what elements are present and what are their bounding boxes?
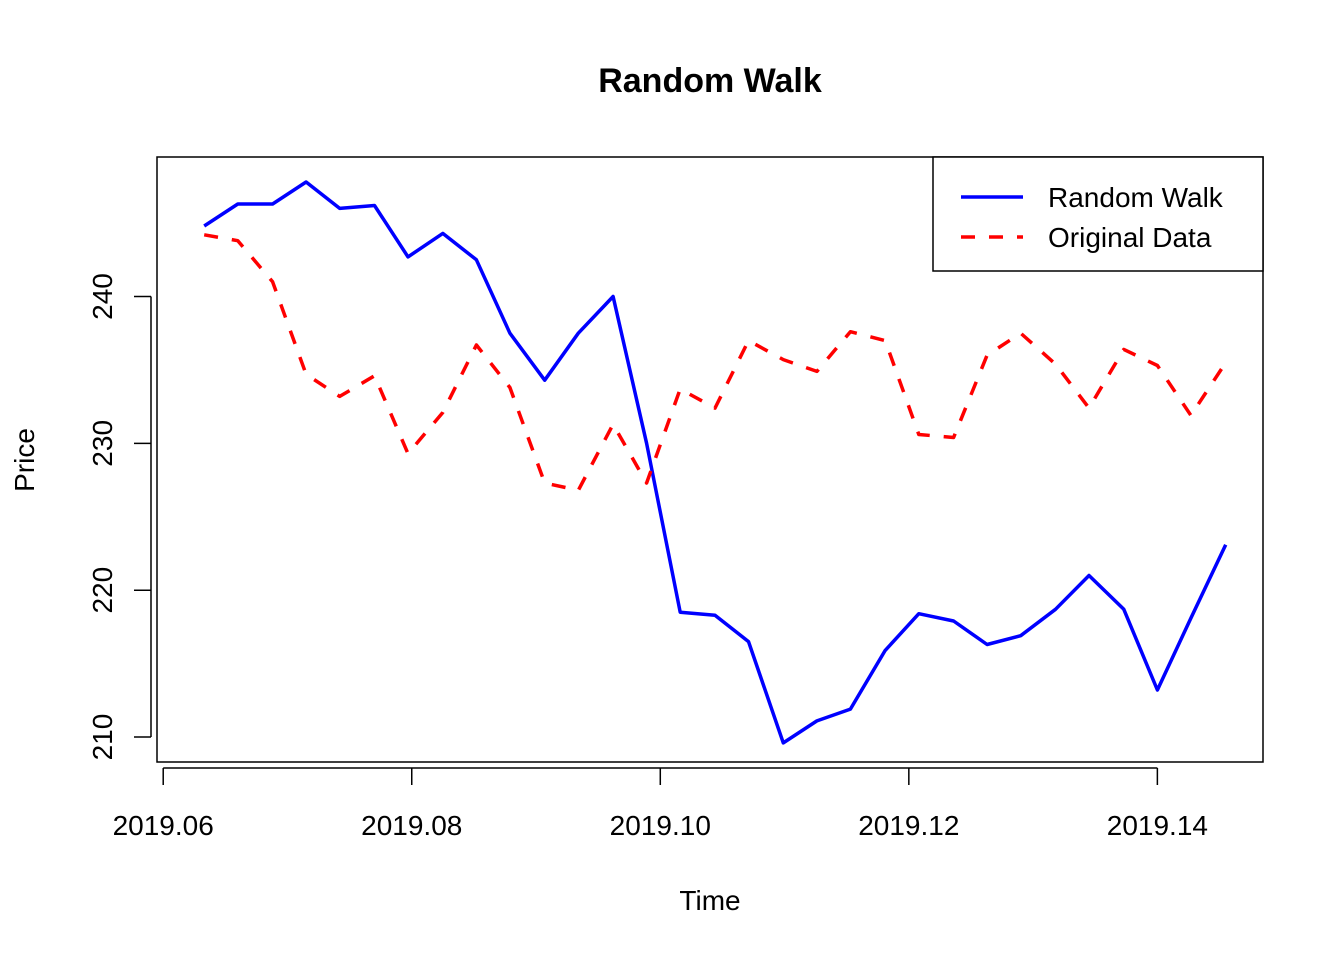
y-tick-label: 220 <box>87 567 118 614</box>
x-axis-title: Time <box>679 885 740 916</box>
legend-label-random-walk: Random Walk <box>1048 182 1224 213</box>
chart-title: Random Walk <box>598 62 822 100</box>
plot-frame <box>156 156 1264 763</box>
x-tick-label: 2019.06 <box>113 810 214 841</box>
y-tick-label: 240 <box>87 273 118 320</box>
y-tick-label: 210 <box>87 714 118 761</box>
x-tick-label: 2019.14 <box>1107 810 1208 841</box>
legend: Random Walk Original Data <box>932 156 1264 272</box>
series-line-random-walk <box>203 180 1228 745</box>
y-axis: 210 220 230 240 <box>87 273 152 761</box>
series-layer <box>203 180 1228 745</box>
x-tick-label: 2019.10 <box>610 810 711 841</box>
x-tick-label: 2019.08 <box>361 810 462 841</box>
legend-label-original-data: Original Data <box>1048 222 1212 253</box>
series-line-original-data <box>203 233 1228 493</box>
y-tick-label: 230 <box>87 420 118 467</box>
x-tick-label: 2019.12 <box>858 810 959 841</box>
y-axis-title: Price <box>9 428 40 492</box>
x-axis: 2019.06 2019.08 2019.10 2019.12 2019.14 <box>113 767 1208 841</box>
legend-box <box>932 156 1264 272</box>
